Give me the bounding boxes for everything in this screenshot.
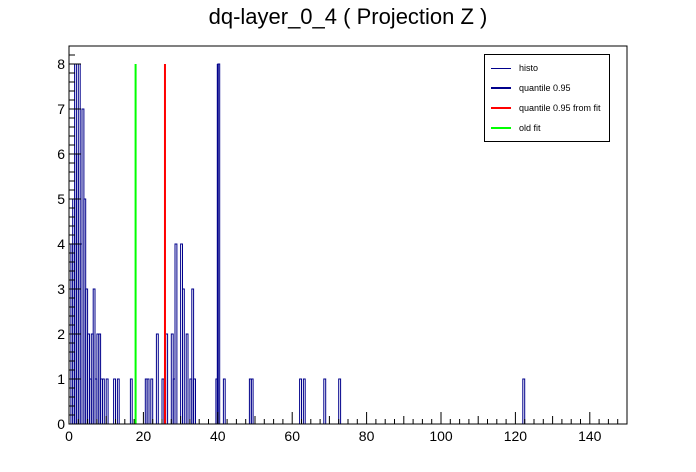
quantile-lines <box>134 64 219 424</box>
legend-swatch <box>491 87 511 89</box>
histogram-bar <box>250 378 254 424</box>
legend-label: quantile 0.95 from fit <box>519 103 601 113</box>
x-tick-label: 80 <box>359 428 375 444</box>
legend-item-quantile-fit: quantile 0.95 from fit <box>491 101 601 115</box>
y-tick-label: 5 <box>57 191 65 207</box>
histogram-bar <box>222 378 226 424</box>
histogram-bar <box>116 378 120 424</box>
legend-item-old-fit: old fit <box>491 121 541 135</box>
histogram-bar <box>92 288 96 424</box>
legend-swatch <box>491 127 511 129</box>
histogram-bar <box>146 378 150 424</box>
legend-swatch <box>491 107 511 109</box>
axes: 0 20 40 60 80 100 120 140 0 1 2 3 4 5 6 7 8 <box>57 45 628 444</box>
histogram-bar <box>182 288 185 424</box>
histogram-bar <box>191 288 195 424</box>
histogram-bar <box>522 378 526 424</box>
histogram-bar <box>150 378 154 424</box>
histogram-bar <box>338 378 342 424</box>
x-tick-label: 140 <box>578 428 602 444</box>
x-tick-label: 120 <box>504 428 528 444</box>
histogram-bar <box>185 333 189 424</box>
histogram-bar <box>193 378 196 424</box>
histogram-bar <box>323 378 327 424</box>
legend-label: histo <box>519 63 539 73</box>
histogram-bar <box>174 243 178 424</box>
y-tick-label: 6 <box>57 146 65 162</box>
histogram-bar <box>155 333 159 424</box>
histogram-bar <box>113 378 116 424</box>
y-tick-label: 7 <box>57 101 65 117</box>
x-tick-label: 40 <box>210 428 226 444</box>
legend-swatch <box>491 67 511 69</box>
legend-item-histo: histo <box>491 61 538 75</box>
legend-label: quantile 0.95 <box>519 83 571 93</box>
y-tick-label: 2 <box>57 326 65 342</box>
x-tick-label: 0 <box>65 428 73 444</box>
legend-item-quantile: quantile 0.95 <box>491 81 571 95</box>
y-tick-label: 1 <box>57 371 65 387</box>
histogram-bars <box>70 63 526 424</box>
y-tick-label: 4 <box>57 236 65 252</box>
x-tick-label: 60 <box>284 428 300 444</box>
y-tick-label: 3 <box>57 281 65 297</box>
histogram-bar <box>161 378 165 424</box>
histogram-bar <box>165 333 169 424</box>
histogram-bar <box>302 378 306 424</box>
histogram-bar <box>299 378 302 424</box>
y-tick-label: 0 <box>57 416 65 432</box>
y-tick-label: 8 <box>57 56 65 72</box>
histogram-bar <box>129 378 133 424</box>
legend-label: old fit <box>519 123 541 133</box>
histogram-bar <box>102 378 105 424</box>
x-tick-label: 100 <box>429 428 453 444</box>
legend: histo quantile 0.95 quantile 0.95 from f… <box>484 54 610 142</box>
chart-title: dq-layer_0_4 ( Projection Z ) <box>208 4 488 29</box>
histogram-bar <box>105 378 109 424</box>
x-tick-label: 20 <box>136 428 152 444</box>
